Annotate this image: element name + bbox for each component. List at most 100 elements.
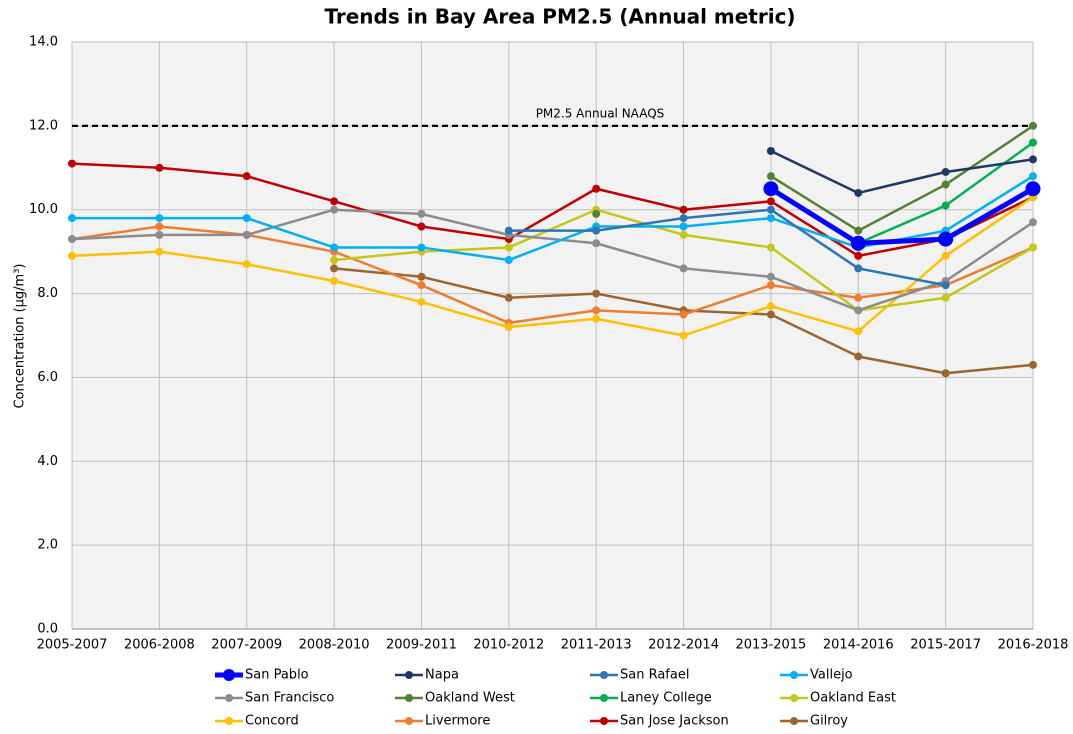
data-point bbox=[155, 247, 164, 256]
data-point bbox=[504, 243, 513, 252]
data-point bbox=[417, 272, 426, 281]
x-tick-label: 2013-2015 bbox=[735, 638, 806, 653]
legend-marker bbox=[405, 671, 413, 679]
legend-label: Concord bbox=[245, 714, 299, 729]
data-point bbox=[1029, 360, 1037, 369]
data-point bbox=[417, 222, 426, 231]
data-point bbox=[766, 310, 775, 319]
data-point bbox=[679, 222, 688, 231]
data-point bbox=[941, 180, 950, 189]
x-tick-label: 2014-2016 bbox=[823, 638, 894, 653]
data-point bbox=[854, 264, 863, 273]
data-point bbox=[592, 306, 601, 315]
data-point bbox=[854, 293, 863, 302]
data-point bbox=[679, 230, 688, 239]
data-point bbox=[242, 172, 251, 181]
x-tick-label: 2012-2014 bbox=[648, 638, 719, 653]
data-point bbox=[854, 352, 863, 361]
y-tick-label: 4.0 bbox=[37, 454, 58, 469]
plot-area bbox=[72, 42, 1033, 629]
y-tick-label: 12.0 bbox=[29, 118, 58, 133]
legend-marker bbox=[225, 717, 233, 725]
data-point bbox=[1029, 155, 1037, 164]
data-point bbox=[854, 188, 863, 197]
data-point bbox=[679, 331, 688, 340]
data-point bbox=[592, 209, 601, 218]
data-point bbox=[1029, 121, 1037, 130]
data-point bbox=[679, 310, 688, 319]
data-point bbox=[854, 226, 863, 235]
legend-label: Oakland East bbox=[810, 691, 896, 706]
data-point bbox=[504, 323, 513, 332]
data-point bbox=[417, 281, 426, 290]
x-tick-label: 2010-2012 bbox=[473, 638, 544, 653]
data-point bbox=[242, 260, 251, 269]
data-point bbox=[330, 205, 339, 214]
data-point bbox=[330, 256, 339, 265]
data-point bbox=[1029, 243, 1037, 252]
data-point bbox=[504, 293, 513, 302]
y-tick-label: 8.0 bbox=[37, 286, 58, 301]
legend-marker bbox=[600, 671, 608, 679]
data-point bbox=[504, 226, 513, 235]
x-tick-label: 2016-2018 bbox=[998, 638, 1069, 653]
y-tick-label: 14.0 bbox=[29, 35, 58, 50]
data-point bbox=[68, 235, 76, 244]
data-point bbox=[242, 214, 251, 223]
data-point bbox=[1029, 138, 1037, 147]
data-point bbox=[679, 264, 688, 273]
series-line bbox=[71, 225, 1034, 325]
data-point bbox=[68, 214, 76, 223]
legend-label: Oakland West bbox=[425, 691, 515, 706]
chart-title: Trends in Bay Area PM2.5 (Annual metric) bbox=[324, 5, 795, 29]
legend-label: Napa bbox=[425, 668, 459, 683]
data-point bbox=[592, 314, 601, 323]
series-line bbox=[71, 196, 1034, 337]
x-tick-label: 2015-2017 bbox=[910, 638, 981, 653]
x-tick-label: 2008-2010 bbox=[299, 638, 370, 653]
series-line bbox=[770, 149, 1034, 195]
data-point bbox=[330, 197, 339, 206]
data-point bbox=[417, 243, 426, 252]
legend-marker bbox=[223, 669, 235, 681]
data-point bbox=[330, 243, 339, 252]
data-point bbox=[854, 251, 863, 260]
data-point bbox=[854, 327, 863, 336]
y-tick-label: 0.0 bbox=[37, 622, 58, 637]
data-point bbox=[155, 222, 164, 231]
data-point bbox=[766, 205, 775, 214]
legend-marker bbox=[600, 694, 608, 702]
series-line bbox=[71, 162, 1034, 258]
data-point bbox=[1025, 181, 1041, 197]
data-point bbox=[850, 235, 866, 251]
data-point bbox=[766, 214, 775, 223]
legend-label: Livermore bbox=[425, 714, 490, 729]
data-point bbox=[941, 293, 950, 302]
data-point bbox=[592, 184, 601, 193]
y-tick-label: 6.0 bbox=[37, 370, 58, 385]
legend-marker bbox=[405, 694, 413, 702]
data-point bbox=[155, 230, 164, 239]
reference-label: PM2.5 Annual NAAQS bbox=[536, 106, 665, 120]
data-point bbox=[68, 251, 76, 260]
data-point bbox=[941, 281, 950, 290]
data-point bbox=[679, 214, 688, 223]
data-point bbox=[766, 197, 775, 206]
x-tick-label: 2006-2008 bbox=[124, 638, 195, 653]
data-point bbox=[763, 181, 779, 197]
data-point bbox=[242, 230, 251, 239]
legend-marker bbox=[790, 717, 798, 725]
y-tick-label: 2.0 bbox=[37, 538, 58, 553]
data-point bbox=[68, 159, 76, 168]
x-tick-label: 2009-2011 bbox=[386, 638, 457, 653]
data-point bbox=[854, 306, 863, 315]
data-point bbox=[766, 147, 775, 156]
data-point bbox=[1029, 172, 1037, 181]
legend-label: Vallejo bbox=[810, 668, 853, 683]
series-line bbox=[508, 208, 946, 287]
data-point bbox=[592, 239, 601, 248]
data-point bbox=[941, 369, 950, 378]
x-tick-label: 2007-2009 bbox=[211, 638, 282, 653]
series-line bbox=[770, 124, 1034, 232]
